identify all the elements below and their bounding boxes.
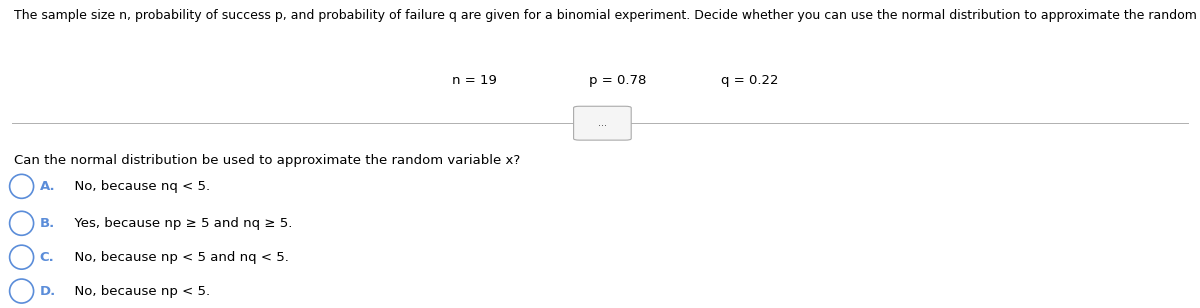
- Text: No, because nq < 5.: No, because nq < 5.: [66, 180, 210, 193]
- Text: A.: A.: [40, 180, 55, 193]
- Ellipse shape: [10, 279, 34, 303]
- Text: No, because np < 5.: No, because np < 5.: [66, 285, 210, 298]
- Text: Yes, because np ≥ 5 and nq ≥ 5.: Yes, because np ≥ 5 and nq ≥ 5.: [66, 217, 293, 230]
- Text: C.: C.: [40, 251, 54, 264]
- Ellipse shape: [10, 245, 34, 269]
- Text: No, because np < 5 and nq < 5.: No, because np < 5 and nq < 5.: [66, 251, 289, 264]
- Ellipse shape: [10, 174, 34, 198]
- Text: ...: ...: [598, 118, 607, 128]
- Text: n = 19: n = 19: [451, 74, 497, 87]
- Text: q = 0.22: q = 0.22: [721, 74, 779, 87]
- Text: D.: D.: [40, 285, 56, 298]
- FancyBboxPatch shape: [574, 106, 631, 140]
- Text: Can the normal distribution be used to approximate the random variable x?: Can the normal distribution be used to a…: [14, 154, 521, 167]
- Text: p = 0.78: p = 0.78: [589, 74, 647, 87]
- Text: B.: B.: [40, 217, 55, 230]
- Ellipse shape: [10, 211, 34, 235]
- Text: The sample size n, probability of success p, and probability of failure q are gi: The sample size n, probability of succes…: [14, 9, 1200, 22]
